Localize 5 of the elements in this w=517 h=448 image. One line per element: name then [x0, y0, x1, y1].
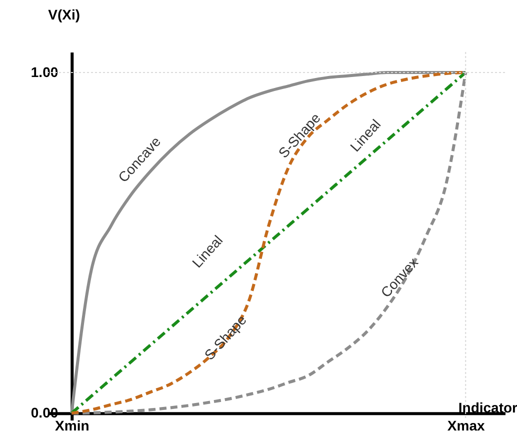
y-axis-title: V(Xi) — [48, 6, 80, 22]
y-tick-label: 1.00 — [30, 64, 58, 80]
x-tick-label: Xmin — [55, 418, 90, 434]
x-tick-label: Xmax — [447, 418, 485, 434]
x-axis-title: Indicator — [458, 400, 517, 416]
